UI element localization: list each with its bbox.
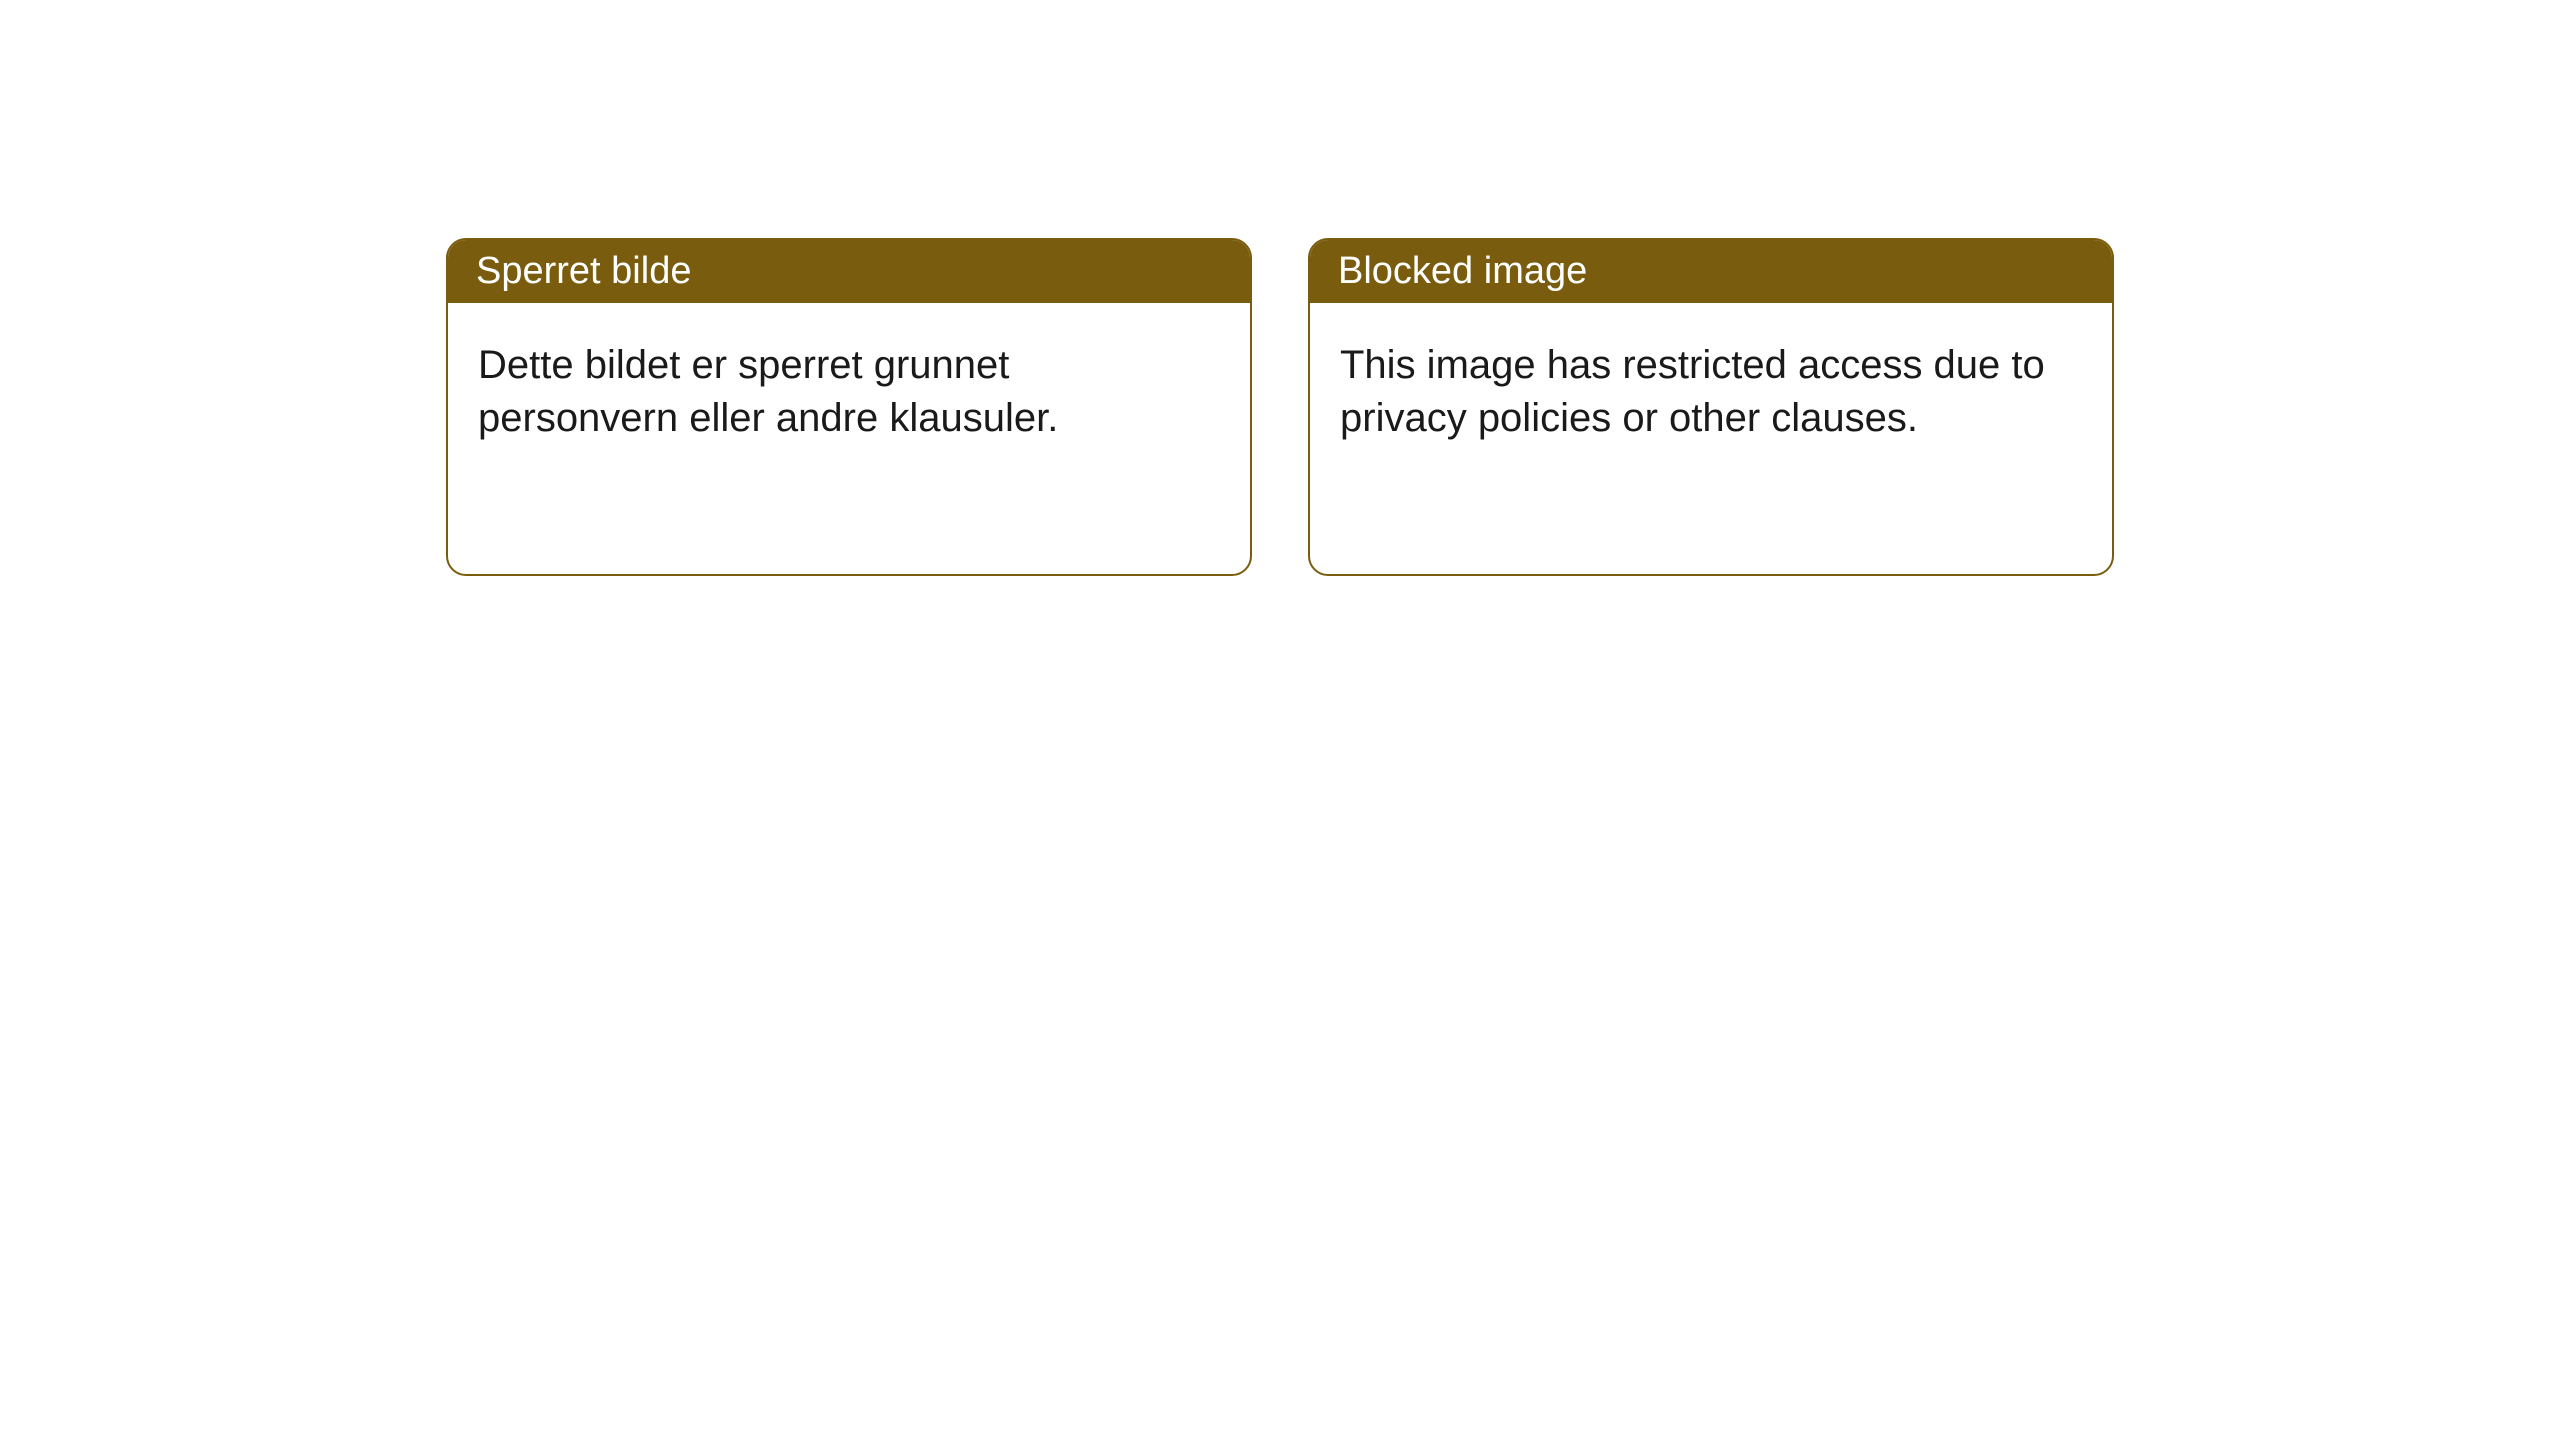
blocked-image-card-en: Blocked image This image has restricted … [1308, 238, 2114, 576]
blocked-image-card-no: Sperret bilde Dette bildet er sperret gr… [446, 238, 1252, 576]
card-title: Sperret bilde [476, 250, 691, 292]
card-header: Blocked image [1310, 240, 2112, 303]
card-body: This image has restricted access due to … [1310, 303, 2112, 481]
notice-cards-container: Sperret bilde Dette bildet er sperret gr… [0, 0, 2560, 576]
card-title: Blocked image [1338, 250, 1587, 292]
card-header: Sperret bilde [448, 240, 1250, 303]
card-body: Dette bildet er sperret grunnet personve… [448, 303, 1250, 481]
card-body-text: Dette bildet er sperret grunnet personve… [478, 343, 1058, 440]
card-body-text: This image has restricted access due to … [1340, 343, 2045, 440]
